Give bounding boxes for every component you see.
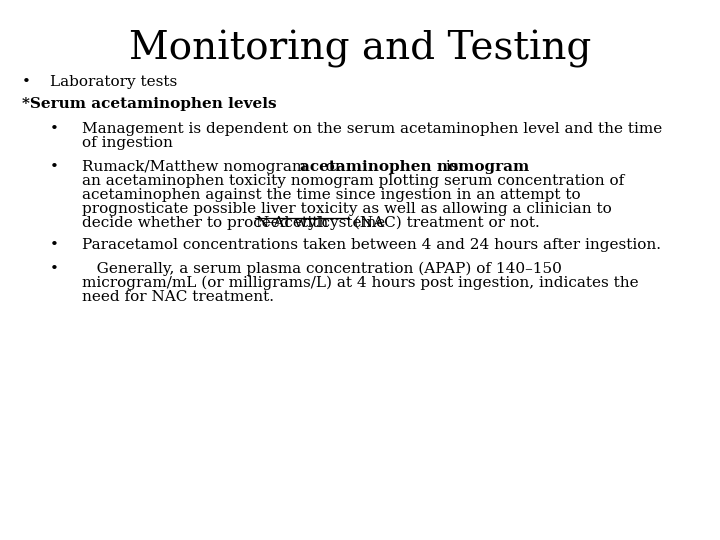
Text: N-Acetylcysteine: N-Acetylcysteine [255, 216, 385, 230]
Text: acetaminophen against the time since ingestion in an attempt to: acetaminophen against the time since ing… [82, 188, 580, 202]
Text: is: is [441, 160, 459, 174]
Text: •: • [50, 160, 59, 174]
Text: •: • [50, 262, 59, 276]
Text: •: • [50, 238, 59, 252]
Text: Monitoring and Testing: Monitoring and Testing [129, 30, 591, 68]
Text: Rumack/Matthew nomogram    or: Rumack/Matthew nomogram or [82, 160, 352, 174]
Text: prognosticate possible liver toxicity as well as allowing a clinician to: prognosticate possible liver toxicity as… [82, 202, 612, 216]
Text: (NAC) treatment or not.: (NAC) treatment or not. [349, 216, 540, 230]
Text: of ingestion: of ingestion [82, 136, 173, 150]
Text: need for NAC treatment.: need for NAC treatment. [82, 290, 274, 304]
Text: decide whether to proceed with: decide whether to proceed with [82, 216, 333, 230]
Text: •: • [22, 75, 31, 89]
Text: •: • [50, 122, 59, 136]
Text: acetaminophen nomogram: acetaminophen nomogram [300, 160, 529, 174]
Text: Paracetamol concentrations taken between 4 and 24 hours after ingestion.: Paracetamol concentrations taken between… [82, 238, 661, 252]
Text: microgram/mL (or milligrams/L) at 4 hours post ingestion, indicates the: microgram/mL (or milligrams/L) at 4 hour… [82, 276, 639, 291]
Text: Management is dependent on the serum acetaminophen level and the time: Management is dependent on the serum ace… [82, 122, 662, 136]
Text: Laboratory tests: Laboratory tests [50, 75, 177, 89]
Text: Generally, a serum plasma concentration (APAP) of 140–150: Generally, a serum plasma concentration … [82, 262, 562, 276]
Text: an acetaminophen toxicity nomogram plotting serum concentration of: an acetaminophen toxicity nomogram plott… [82, 174, 624, 188]
Text: *Serum acetaminophen levels: *Serum acetaminophen levels [22, 97, 276, 111]
